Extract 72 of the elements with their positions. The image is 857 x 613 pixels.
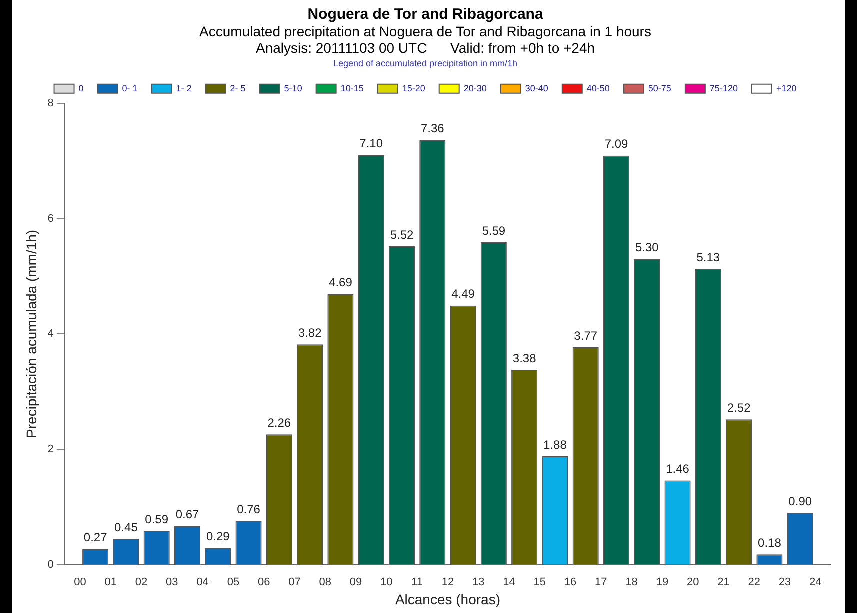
x-tick-label: 02 [135, 576, 148, 589]
x-tick-label: 07 [288, 576, 301, 589]
y-tick-label: 0 [48, 559, 54, 572]
data-label: 5.13 [696, 250, 720, 264]
data-label: 1.46 [666, 462, 690, 476]
data-label: 2.26 [268, 416, 292, 430]
legend-label: 40-50 [586, 83, 610, 94]
x-tick-label: 23 [778, 576, 792, 589]
y-tick-label: 6 [48, 212, 54, 225]
y-axis-title: Precipitación acumulada (mm/1h) [23, 230, 40, 438]
x-tick-label: 13 [472, 576, 485, 589]
data-label: 2.52 [727, 400, 752, 415]
data-label: 3.82 [298, 326, 322, 340]
legend-label: 15-20 [402, 83, 426, 94]
data-label: 1.88 [544, 438, 568, 452]
chart-title: Noguera de Tor and Ribagorcana [308, 6, 544, 24]
x-tick-label: 03 [166, 576, 178, 589]
x-tick-label: 14 [503, 576, 516, 589]
x-tick-label: 19 [656, 576, 669, 589]
data-label: 7.09 [604, 137, 628, 152]
data-label: 5.59 [482, 224, 506, 238]
x-tick-label: 20 [686, 576, 700, 589]
x-tick-label: 05 [227, 576, 240, 589]
legend-label: 50-75 [648, 83, 672, 94]
x-tick-label: 21 [718, 576, 730, 589]
data-label: 4.49 [452, 287, 476, 302]
legend-label: 10-15 [340, 83, 364, 94]
x-tick-label: 16 [564, 576, 577, 589]
data-label: 7.36 [420, 122, 445, 136]
data-label: 0.67 [176, 508, 200, 522]
legend-title: Legend of accumulated precipitation in mm/1h [333, 58, 518, 69]
x-tick-label: 08 [319, 576, 332, 589]
legend-label: 5-10 [284, 83, 302, 94]
data-label: 0.45 [114, 520, 138, 534]
y-tick-label: 4 [48, 328, 54, 340]
x-tick-label: 09 [350, 576, 362, 589]
x-tick-label: 22 [748, 576, 761, 589]
legend-label: 2- 5 [230, 83, 246, 94]
data-label: 3.38 [512, 351, 537, 366]
data-label: 0.59 [145, 512, 169, 526]
x-tick-label: 15 [534, 576, 546, 589]
x-tick-label: 10 [380, 576, 393, 589]
x-tick-label: 00 [74, 576, 86, 589]
x-tick-label: 12 [442, 576, 454, 589]
y-tick-label: 2 [48, 444, 54, 456]
data-label: 5.30 [635, 240, 660, 255]
x-tick-label: 18 [626, 576, 638, 589]
legend-label: 0- 1 [122, 83, 138, 94]
legend-label: 30-40 [525, 83, 548, 94]
data-label: 0.90 [788, 494, 812, 508]
x-axis-title: Alcances (horas) [395, 591, 500, 608]
chart-subtitle: Accumulated precipitation at Noguera de Tor and Ribagorcana in 1 hours Analysis: 20111103 00 UTC Valid: from +0h to +24h [200, 23, 652, 56]
legend-label: 1- 2 [176, 83, 192, 94]
data-label: 0.18 [758, 536, 782, 550]
legend-label: 20-30 [464, 83, 487, 94]
data-label: 0.29 [206, 530, 230, 544]
data-label: 0.27 [84, 530, 108, 545]
x-tick-label: 17 [595, 576, 608, 589]
x-tick-label: 01 [104, 576, 118, 589]
legend-label: 0 [78, 83, 84, 94]
x-tick-label: 06 [258, 576, 270, 589]
y-tick-label: 8 [48, 97, 54, 110]
data-label: 7.10 [360, 136, 384, 151]
data-label: 0.76 [237, 502, 261, 516]
data-label: 3.77 [574, 328, 598, 343]
x-tick-label: 04 [196, 576, 209, 589]
x-tick-label: 24 [810, 576, 822, 589]
x-tick-label: 11 [412, 576, 424, 589]
legend-label: +120 [776, 83, 797, 94]
data-label: 5.52 [390, 228, 414, 242]
legend-label: 75-120 [710, 83, 738, 94]
data-label: 4.69 [329, 276, 353, 290]
